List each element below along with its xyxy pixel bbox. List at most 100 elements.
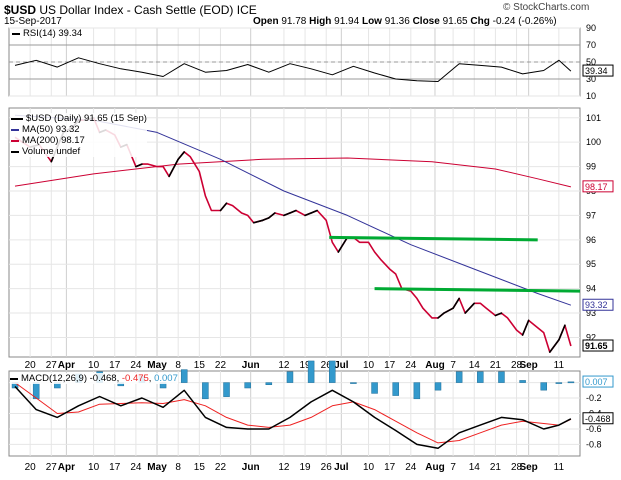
price-up-segment-41 bbox=[310, 209, 318, 214]
macd-signal-line bbox=[14, 382, 572, 444]
low-value: 91.36 bbox=[384, 16, 410, 27]
macd-value-tag-0: 0.007 bbox=[585, 377, 608, 387]
macd-hist-bar-20 bbox=[434, 382, 442, 391]
trendline-1 bbox=[374, 287, 581, 293]
price-value-tag-1: 93.32 bbox=[585, 300, 608, 310]
macd-hist-bar-17 bbox=[371, 382, 378, 394]
price-ytick-3: 95 bbox=[586, 259, 596, 269]
macd-hist-bar-18 bbox=[392, 382, 399, 396]
macd-legend-macd: -0.468 bbox=[89, 373, 117, 384]
x-tick-label-upper-17: 24 bbox=[405, 360, 417, 371]
macd-hist-bar-26 bbox=[555, 382, 563, 384]
rsi-value-tag-box bbox=[582, 64, 614, 77]
price-up-segment-60 bbox=[443, 307, 454, 314]
x-tick-label-upper-5: 24 bbox=[130, 360, 142, 371]
rsi-legend-label: RSI(14) 39.34 bbox=[23, 28, 83, 39]
legend-volume-swatch bbox=[11, 150, 19, 153]
macd-legend-prefix: MACD(12,26,9) bbox=[21, 373, 87, 384]
x-tick-label-lower-10: Jun bbox=[242, 462, 260, 473]
macd-value-tag-0-box bbox=[582, 375, 614, 388]
x-tick-label-upper-24: 11 bbox=[554, 360, 565, 371]
legend-ma200-label: MA(200) 98.17 bbox=[22, 135, 85, 146]
x-tick-label-upper-0: 20 bbox=[25, 360, 37, 371]
legend-ma200: MA(200) 98.17 bbox=[11, 135, 147, 146]
rsi-ytick-3: 70 bbox=[586, 40, 596, 50]
macd-hist-bar-15 bbox=[329, 360, 336, 383]
ohlc-readout: Open 91.78 High 91.94 Low 91.36 Close 91… bbox=[253, 16, 557, 27]
macd-legend-hist: 0.007 bbox=[154, 373, 178, 384]
price-up-segment-28 bbox=[219, 202, 228, 212]
x-tick-label-upper-23: Sep bbox=[519, 360, 537, 371]
price-up-segment-61 bbox=[452, 297, 460, 309]
price-up-segment-76 bbox=[558, 324, 566, 341]
symbol: $USD bbox=[4, 3, 37, 17]
rsi-ytick-0: 10 bbox=[586, 91, 596, 101]
price-up-segment-40 bbox=[304, 212, 312, 217]
macd-hist-bar-12 bbox=[265, 382, 273, 386]
low-label: Low bbox=[361, 16, 382, 27]
x-tick-label-lower-12: 19 bbox=[300, 462, 312, 473]
x-tick-label-lower-8: 15 bbox=[194, 462, 206, 473]
x-tick-label-upper-9: 22 bbox=[215, 360, 227, 371]
x-tick-label-upper-10: Jun bbox=[242, 360, 260, 371]
x-tick-label-upper-2: Apr bbox=[58, 360, 75, 371]
x-tick-label-upper-1: 27 bbox=[46, 360, 58, 371]
x-tick-label-lower-6: May bbox=[147, 462, 167, 473]
x-tick-label-lower-2: Apr bbox=[58, 462, 75, 473]
exchange: ICE bbox=[236, 3, 257, 17]
x-tick-label-lower-19: 7 bbox=[450, 462, 456, 473]
ma200-line bbox=[14, 157, 572, 188]
price-value-tag-0-box bbox=[582, 180, 614, 193]
price-up-segment-75 bbox=[548, 339, 560, 353]
macd-hist-bar-14 bbox=[307, 360, 315, 383]
x-tick-label-lower-24: 11 bbox=[554, 462, 565, 473]
price-value-tag-2-box bbox=[582, 339, 614, 352]
macd-ytick-3: -0.2 bbox=[586, 393, 602, 403]
macd-legend: MACD(12,26,9) -0.468, -0.475, 0.007 bbox=[10, 373, 178, 384]
macd-legend-swatch bbox=[10, 377, 18, 380]
price-ytick-9: 101 bbox=[586, 113, 601, 123]
trendline-0 bbox=[329, 235, 538, 242]
x-tick-label-lower-1: 27 bbox=[46, 462, 58, 473]
rsi-ytick-4: 90 bbox=[586, 23, 596, 33]
x-tick-label-lower-18: Aug bbox=[425, 462, 444, 473]
price-up-segment-16 bbox=[135, 163, 143, 168]
macd-hist-bar-19 bbox=[413, 382, 421, 400]
x-tick-label-lower-5: 24 bbox=[130, 462, 142, 473]
macd-hist-bar-11 bbox=[244, 382, 251, 389]
legend-price: $USD (Daily) 91.65 (15 Sep) bbox=[11, 113, 147, 124]
macd-hist-bar-8 bbox=[180, 369, 188, 383]
price-up-segment-21 bbox=[168, 158, 179, 178]
x-tick-label-lower-15: 10 bbox=[363, 462, 375, 473]
rsi-value-tag: 39.34 bbox=[585, 66, 608, 76]
x-tick-label-upper-6: May bbox=[147, 360, 167, 371]
macd-hist-bar-9 bbox=[202, 382, 209, 400]
x-tick-label-lower-0: 20 bbox=[25, 462, 37, 473]
x-tick-label-lower-20: 14 bbox=[469, 462, 481, 473]
price-ytick-1: 93 bbox=[586, 308, 596, 318]
price-ytick-2: 94 bbox=[586, 284, 596, 294]
x-tick-label-upper-8: 15 bbox=[194, 360, 206, 371]
macd-hist-bar-10 bbox=[223, 382, 230, 397]
price-value-tag-2: 91.65 bbox=[585, 341, 608, 351]
watermark: © StockCharts.com bbox=[503, 2, 590, 13]
chg-label: Chg bbox=[470, 16, 490, 27]
legend-ma50-swatch bbox=[11, 128, 19, 131]
x-tick-label-upper-16: 17 bbox=[384, 360, 396, 371]
price-up-segment-33 bbox=[252, 219, 264, 224]
macd-hist-bar-22 bbox=[477, 371, 484, 383]
legend-ma200-swatch bbox=[11, 139, 19, 142]
macd-line bbox=[14, 385, 572, 450]
price-up-segment-38 bbox=[289, 209, 297, 214]
x-tick-label-upper-12: 19 bbox=[300, 360, 312, 371]
x-tick-label-upper-19: 7 bbox=[450, 360, 456, 371]
price-ytick-4: 96 bbox=[586, 235, 596, 245]
rsi-ytick-1: 30 bbox=[586, 74, 596, 84]
close-value: 91.65 bbox=[442, 16, 468, 27]
legend-price-label: $USD (Daily) 91.65 (15 Sep) bbox=[26, 113, 147, 124]
x-tick-label-lower-11: 12 bbox=[278, 462, 290, 473]
x-tick-label-lower-7: 8 bbox=[175, 462, 181, 473]
x-tick-label-upper-22: 28 bbox=[511, 360, 523, 371]
price-value-tag-0: 98.17 bbox=[585, 182, 608, 192]
